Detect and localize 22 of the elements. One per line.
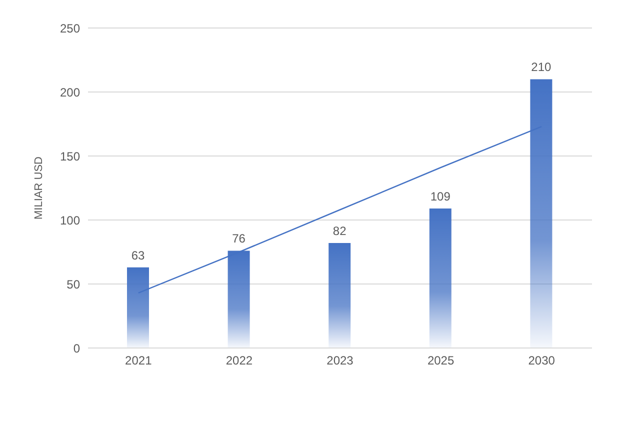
x-tick-label: 2022 [226, 354, 253, 368]
y-tick-label: 100 [60, 213, 80, 228]
data-label: 76 [232, 232, 246, 246]
data-label: 210 [531, 60, 552, 74]
data-label: 82 [332, 224, 347, 238]
bar [127, 267, 149, 348]
bar [228, 250, 250, 348]
bar [429, 208, 452, 348]
bar [530, 79, 552, 348]
y-tick-label: 250 [60, 21, 80, 36]
y-tick-label: 200 [60, 85, 80, 100]
x-tick-label: 2021 [125, 354, 152, 368]
y-axis-title: MILIAR USD [32, 156, 45, 220]
data-label: 63 [131, 248, 145, 262]
x-tick-label: 2023 [326, 354, 354, 368]
bar [328, 243, 351, 348]
x-tick-label: 2030 [528, 354, 556, 368]
y-tick-label: 150 [60, 149, 80, 164]
y-tick-label: 0 [73, 341, 80, 356]
x-tick-label: 2025 [427, 354, 454, 368]
data-label: 109 [430, 189, 451, 204]
y-tick-label: 50 [66, 277, 80, 292]
